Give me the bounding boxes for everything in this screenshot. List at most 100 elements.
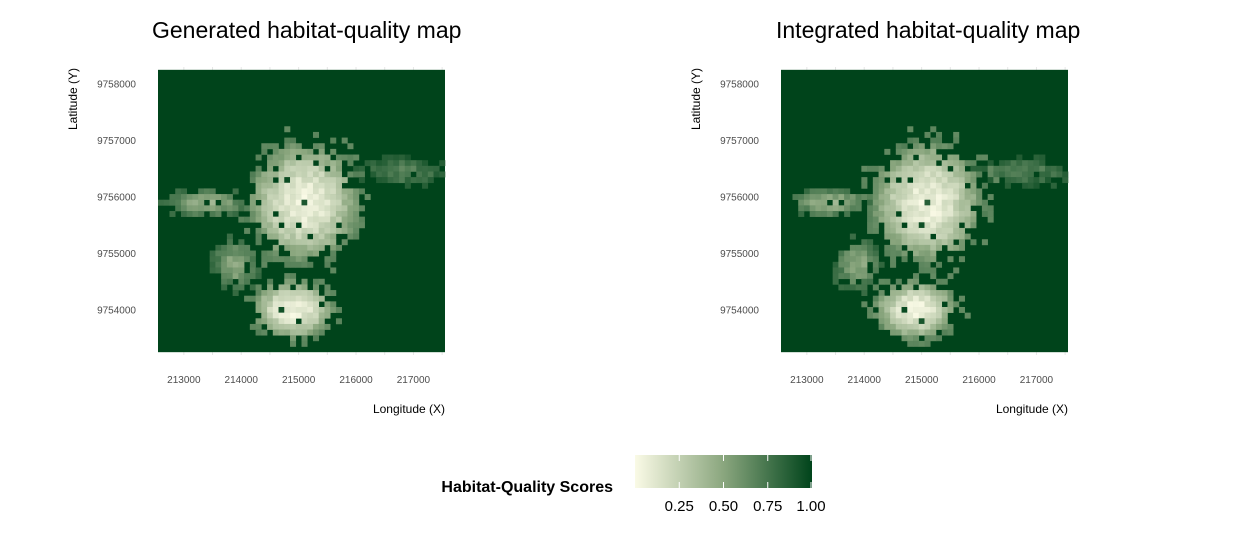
raster-cell <box>307 154 314 161</box>
raster-cell <box>867 222 874 229</box>
raster-cell <box>861 261 868 268</box>
raster-cell <box>907 160 914 167</box>
raster-cell <box>890 301 897 308</box>
raster-cell <box>226 244 233 251</box>
raster-cell <box>358 222 365 229</box>
raster-cell <box>976 199 983 206</box>
raster-cell <box>347 194 354 201</box>
raster-cell <box>918 290 925 297</box>
raster-cell <box>901 188 908 195</box>
raster-cell <box>907 165 914 172</box>
raster-cell <box>935 222 943 229</box>
raster-cell <box>278 148 285 155</box>
raster-cell <box>330 188 337 195</box>
raster-cell <box>284 273 291 280</box>
raster-cell <box>890 216 897 223</box>
raster-cell <box>290 261 297 268</box>
raster-cell <box>907 137 914 144</box>
raster-cell <box>913 182 920 189</box>
raster-cell <box>890 261 897 268</box>
raster-cell <box>924 244 931 251</box>
raster-cell <box>295 160 302 167</box>
raster-cell <box>255 205 262 212</box>
raster-cell <box>930 160 937 167</box>
raster-cell <box>192 211 199 217</box>
raster-cell <box>278 239 285 246</box>
raster-cell <box>312 211 320 217</box>
raster-cell <box>290 160 297 167</box>
raster-cell <box>324 301 331 308</box>
raster-cell <box>907 312 914 319</box>
legend-tick-label: 0.25 <box>665 498 694 515</box>
raster-cell <box>1050 165 1057 172</box>
raster-cell <box>324 290 331 297</box>
raster-cell <box>192 194 199 201</box>
raster-cell <box>272 182 279 189</box>
raster-cell <box>901 335 908 342</box>
raster-cell <box>290 256 297 263</box>
raster-cell <box>958 256 965 263</box>
raster-cell <box>1039 154 1046 161</box>
raster-cell <box>330 256 337 263</box>
y-tick-label: 9758000 <box>97 79 136 90</box>
raster-cell <box>878 261 885 268</box>
raster-cell <box>918 188 925 195</box>
raster-cell <box>295 216 302 223</box>
raster-cell <box>335 177 342 184</box>
raster-cell <box>924 295 931 302</box>
raster-cell <box>381 154 388 161</box>
raster-cell <box>272 222 279 229</box>
raster-cell <box>924 290 931 297</box>
raster-cell <box>290 216 297 223</box>
raster-cell <box>913 227 920 234</box>
raster-cell <box>930 329 937 336</box>
raster-cell <box>895 329 902 336</box>
raster-cell <box>958 199 965 206</box>
raster-cell <box>878 188 885 195</box>
raster-cell <box>872 284 879 291</box>
raster-cell <box>867 250 874 257</box>
y-tick-label: 9755000 <box>720 249 759 260</box>
raster-cell <box>324 182 331 189</box>
raster-cell <box>970 165 977 172</box>
raster-cell <box>1056 165 1063 172</box>
raster-cell <box>238 199 245 206</box>
raster-cell <box>312 171 320 178</box>
raster-cell <box>255 216 262 223</box>
raster-cell <box>318 143 325 150</box>
legend-tick-label: 1.00 <box>796 498 825 515</box>
raster-cell <box>872 244 879 251</box>
x-axis-label: Longitude (X) <box>996 402 1068 416</box>
raster-cell <box>884 148 891 155</box>
raster-cell <box>872 216 879 223</box>
raster-cell <box>261 188 268 195</box>
raster-cell <box>913 318 920 325</box>
raster-cell <box>278 211 285 217</box>
raster-cell <box>941 318 948 325</box>
raster-cell <box>335 205 342 212</box>
raster-cell <box>913 171 920 178</box>
raster-cell <box>295 233 302 240</box>
raster-cell <box>278 329 285 336</box>
raster-cell <box>878 216 885 223</box>
raster-cell <box>318 239 325 246</box>
raster-cell <box>255 273 262 280</box>
raster-cell <box>272 233 279 240</box>
raster-cell <box>272 256 279 263</box>
raster-cell <box>849 261 856 268</box>
raster-cell <box>861 278 868 285</box>
raster-cell <box>221 261 228 268</box>
raster-cell <box>970 171 977 178</box>
raster-cell <box>901 256 908 263</box>
raster-cell <box>347 154 354 161</box>
raster-cell <box>918 194 925 201</box>
x-tick-label: 213000 <box>790 375 824 386</box>
raster-cell <box>976 188 983 195</box>
raster-cell <box>947 290 954 297</box>
raster-cell <box>1027 182 1034 189</box>
raster-cell <box>307 188 314 195</box>
x-tick-label: 217000 <box>397 375 431 386</box>
raster-cell <box>867 199 874 206</box>
raster-cell <box>370 171 377 178</box>
raster-cell <box>249 177 256 184</box>
